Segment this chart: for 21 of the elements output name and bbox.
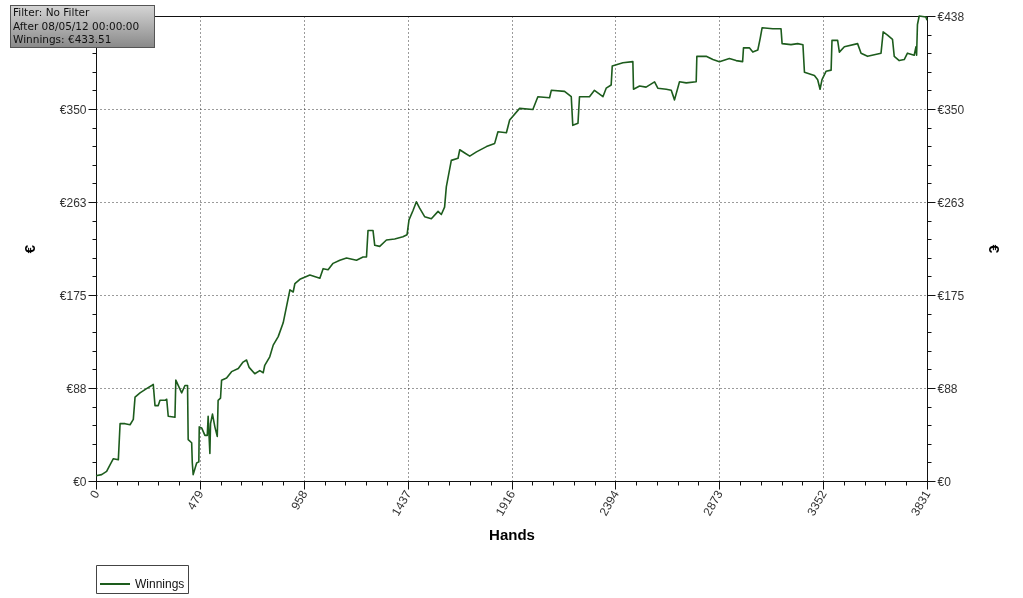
legend-label: Winnings — [135, 577, 185, 591]
y-tick-label: €350 — [59, 102, 87, 117]
y2-tick-label: €175 — [937, 288, 965, 303]
text: Filter: No Filter — [13, 6, 90, 20]
y-tick-label: €0 — [73, 474, 87, 489]
y-tick-label: €88 — [66, 381, 87, 396]
x-axis-title: Hands — [489, 525, 535, 543]
annotation: After 08/05/12 00:00:00 — [13, 19, 140, 33]
y2-tick-label: €88 — [937, 381, 958, 396]
y-tick-label: €263 — [59, 195, 87, 210]
y2-tick-label: €438 — [937, 9, 965, 24]
y2-axis-title: € — [986, 244, 1004, 254]
x-tick-label: 0 — [87, 487, 103, 501]
y2-tick-label: €263 — [937, 195, 965, 210]
y2-tick-label: €350 — [937, 102, 965, 117]
y-axis-title: € — [20, 244, 38, 254]
y-tick-label: €175 — [59, 288, 87, 303]
x-tick-label: 958 — [288, 487, 311, 513]
x-tick-label: 479 — [184, 487, 207, 513]
annotation: Winnings: €433.51 — [13, 33, 112, 47]
y2-tick-label: €0 — [937, 474, 952, 489]
